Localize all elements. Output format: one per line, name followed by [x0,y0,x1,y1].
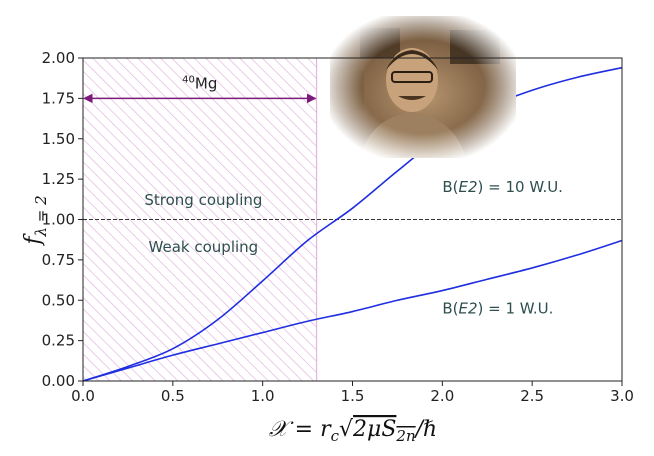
series-line-be2-10wu [82,66,623,382]
y-tick-label: 1.00 [42,211,75,229]
annotation-1: Weak coupling [149,238,259,256]
x-axis-title: 𝒳 = rc√2μS2n/ℏ [269,417,437,445]
series-line-be2-1wu [82,239,623,382]
x-tick-label: 1.5 [341,387,365,405]
x-tick-label: 0.0 [71,387,95,405]
x-tick-label: 3.0 [610,387,634,405]
x-tick-label: 1.0 [251,387,275,405]
mg40-label: 40Mg [182,74,217,92]
y-tick-label: 1.50 [42,130,75,148]
portrait-photo [330,16,516,158]
y-tick-label: 0.75 [42,251,75,269]
x-tick-label: 2.5 [520,387,544,405]
y-tick-label: 1.25 [42,170,75,188]
annotation-0: Strong coupling [144,191,262,209]
svg-text:𝒳 = rc√2μS2n/ℏ: 𝒳 = rc√2μS2n/ℏ [269,417,437,445]
x-tick-label: 0.5 [161,387,185,405]
y-tick-label: 0.00 [42,372,75,390]
y-tick-label: 0.50 [42,291,75,309]
x-tick-label: 2.0 [430,387,454,405]
y-tick-label: 0.25 [42,332,75,350]
y-tick-label: 2.00 [42,49,75,67]
svg-text:fλ = 2: fλ = 2 [21,195,50,246]
y-axis-title: fλ = 2 [21,195,50,246]
y-tick-label: 1.75 [42,89,75,107]
annotation-2: B(E2) = 10 W.U. [442,178,563,196]
annotation-3: B(E2) = 1 W.U. [442,299,553,317]
